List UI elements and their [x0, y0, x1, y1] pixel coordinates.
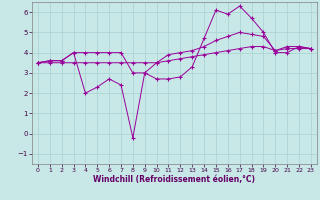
X-axis label: Windchill (Refroidissement éolien,°C): Windchill (Refroidissement éolien,°C): [93, 175, 255, 184]
